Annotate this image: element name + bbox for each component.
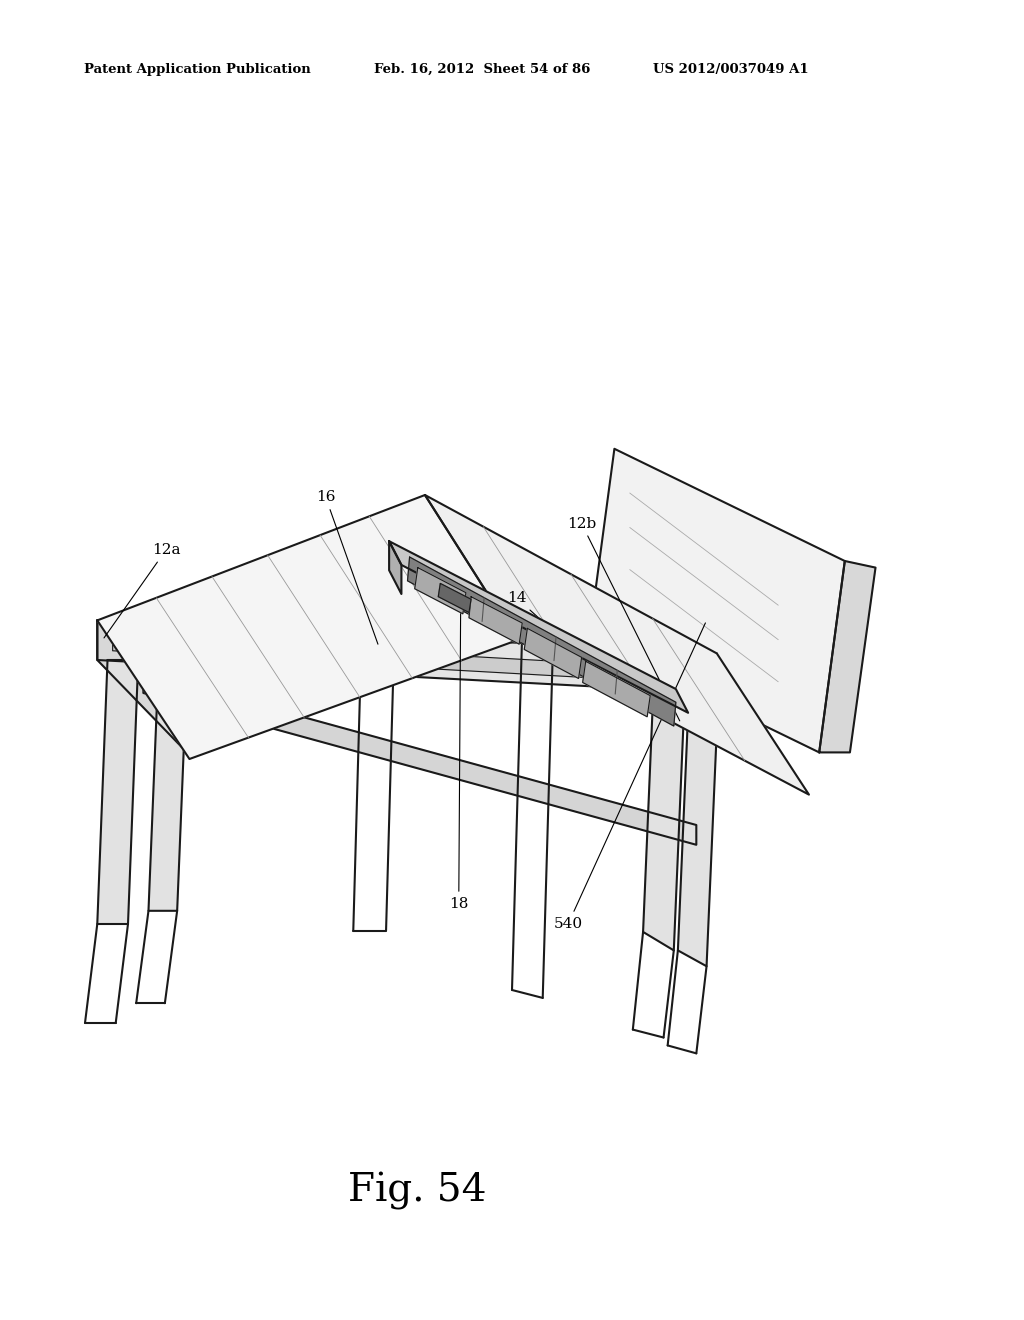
Polygon shape — [643, 692, 684, 950]
Text: US 2012/0037049 A1: US 2012/0037049 A1 — [653, 62, 809, 75]
Polygon shape — [97, 620, 189, 755]
Text: 540: 540 — [554, 623, 706, 931]
Polygon shape — [678, 713, 717, 966]
Polygon shape — [148, 660, 187, 911]
Polygon shape — [415, 568, 466, 614]
Text: Patent Application Publication: Patent Application Publication — [84, 62, 310, 75]
Polygon shape — [425, 495, 809, 795]
Text: 16: 16 — [315, 490, 378, 644]
Polygon shape — [113, 636, 696, 684]
Polygon shape — [469, 597, 522, 644]
Text: 12b: 12b — [567, 516, 680, 721]
Polygon shape — [97, 660, 138, 924]
Polygon shape — [589, 449, 845, 752]
Text: 14: 14 — [507, 591, 571, 648]
Polygon shape — [819, 561, 876, 752]
Polygon shape — [438, 583, 471, 612]
Text: 12a: 12a — [104, 543, 180, 638]
Polygon shape — [97, 495, 517, 759]
Text: 18: 18 — [450, 586, 468, 911]
Polygon shape — [389, 541, 401, 594]
Polygon shape — [524, 628, 582, 678]
Polygon shape — [583, 661, 650, 717]
Text: Feb. 16, 2012  Sheet 54 of 86: Feb. 16, 2012 Sheet 54 of 86 — [374, 62, 590, 75]
Polygon shape — [143, 673, 696, 845]
Polygon shape — [97, 620, 717, 693]
Polygon shape — [408, 557, 676, 726]
Text: Fig. 54: Fig. 54 — [348, 1172, 486, 1209]
Polygon shape — [389, 541, 688, 713]
